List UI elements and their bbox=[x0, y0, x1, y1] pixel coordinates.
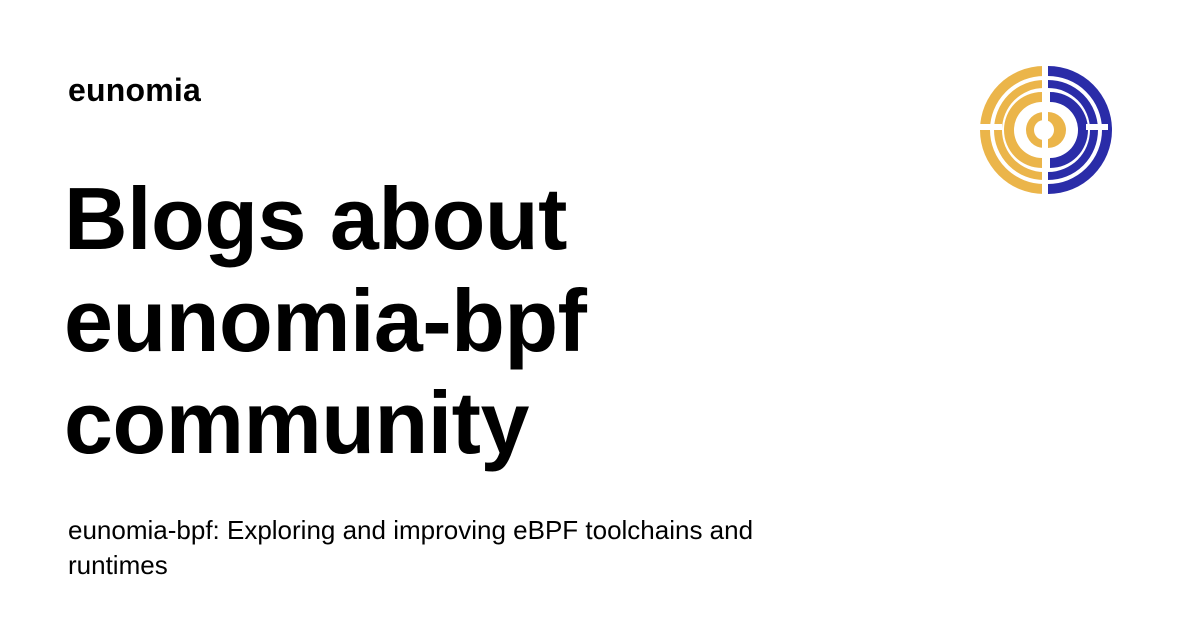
page-title: Blogs about eunomia-bpf community bbox=[64, 168, 824, 474]
page-title-line: community bbox=[64, 373, 529, 472]
page-description: eunomia-bpf: Exploring and improving eBP… bbox=[68, 515, 754, 580]
site-name: eunomia bbox=[68, 72, 201, 108]
eunomia-logo-icon bbox=[980, 62, 1112, 198]
page-title-line: Blogs about bbox=[64, 169, 567, 268]
page-title-line: eunomia-bpf bbox=[64, 271, 587, 370]
